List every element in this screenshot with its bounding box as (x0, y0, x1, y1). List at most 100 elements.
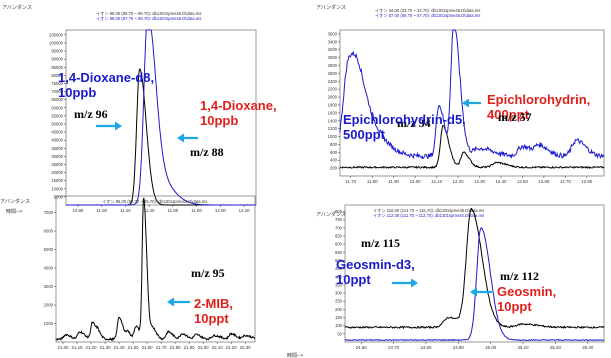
y-tick-label: 65000 (51, 97, 63, 102)
y-tick-label: 105000 (49, 32, 64, 37)
y-tick-label: 1400 (328, 118, 338, 123)
plot-frame (65, 29, 257, 206)
pointer-arrow-head (411, 278, 418, 288)
x-tick-label: 21.20 (86, 345, 98, 350)
y-tick-label: 70000 (51, 89, 63, 94)
y-tick-label: 20000 (51, 170, 63, 175)
y-tick-label: 15000 (51, 178, 63, 183)
y-tick-label: 500 (335, 258, 343, 263)
y-tick-label: 95000 (51, 49, 63, 54)
plot-frame (344, 204, 605, 343)
y-tick-label: 90000 (51, 57, 63, 62)
y-tick-label: 750 (335, 217, 343, 222)
x-tick-label: 12.30 (474, 179, 486, 184)
y-tick-label: 75000 (51, 81, 63, 86)
x-tick-label: 21.90 (184, 345, 196, 350)
y-tick-label: 2800 (328, 63, 338, 68)
plot-frame (339, 29, 605, 177)
x-tick-label: 11.40 (144, 208, 155, 213)
compound-label: 10ppt (497, 299, 532, 314)
ion-header-line: イオン 57.00 (56.70 ~ 57.70): db1301spme45.… (375, 13, 480, 18)
y-tick-label: 10000 (51, 186, 63, 191)
x-tick-label: 24.60 (356, 345, 368, 350)
y-tick-label: 650 (335, 233, 343, 238)
x-tick-label: 25.10 (518, 345, 530, 350)
y-tick-label: 55000 (51, 113, 63, 118)
y-tick-label: 450 (335, 266, 343, 271)
y-tick-label: 300 (335, 291, 343, 296)
compound-label: 10ppt (194, 311, 229, 326)
y-tick-label: 550 (335, 250, 343, 255)
mass-label: m/z 112 (500, 269, 539, 283)
x-tick-label: 21.70 (156, 345, 168, 350)
x-tick-label: 11.60 (168, 208, 179, 213)
y-tick-label: 60000 (51, 105, 63, 110)
x-tick-label: 22.00 (198, 345, 210, 350)
y-tick-label: 5000 (54, 194, 64, 199)
y-tick-label: 35000 (51, 146, 63, 151)
compound-label: 500ppt (343, 127, 386, 142)
x-tick-label: 24.80 (420, 345, 432, 350)
plot-frame (55, 195, 256, 343)
y-tick-label: 3000 (328, 55, 338, 60)
trace-1 (339, 124, 605, 170)
trace-1 (344, 207, 605, 330)
x-tick-label: 12.00 (410, 179, 422, 184)
y-tick-label: 50000 (51, 121, 63, 126)
mass-label: m/z 115 (361, 236, 400, 250)
time-label: 時間--> (287, 353, 303, 358)
x-tick-label: 21.30 (100, 345, 112, 350)
y-tick-label: 6000 (44, 229, 54, 234)
abundance-label: アバンダンス (2, 4, 32, 11)
x-tick-label: 12.00 (215, 208, 227, 213)
y-tick-label: 700 (335, 225, 343, 230)
ion-header-line: イオン 115.00 (114.70 ~ 115.70): db1301spme… (373, 208, 484, 213)
y-tick-label: 1000 (44, 321, 54, 326)
y-tick-label: 250 (335, 299, 343, 304)
x-tick-label: 12.20 (453, 179, 465, 184)
pointer-arrow-head (462, 98, 469, 108)
y-tick-label: 45000 (51, 130, 63, 135)
y-tick-label: 3000 (44, 284, 54, 289)
x-tick-label: 11.90 (388, 179, 399, 184)
y-tick-label: 1800 (328, 102, 338, 107)
y-tick-label: 50 (337, 331, 342, 336)
compound-label: 2-MIB, (194, 296, 233, 311)
x-tick-label: 25.00 (485, 345, 497, 350)
x-tick-label: 21.60 (142, 345, 154, 350)
y-tick-label: 350 (335, 282, 343, 287)
pointer-arrow-head (177, 133, 184, 143)
y-tick-label: 85000 (51, 65, 63, 70)
pointer-arrow-head (470, 287, 477, 297)
x-tick-label: 12.80 (581, 179, 593, 184)
x-tick-label: 24.70 (388, 345, 400, 350)
compound-label: Geosmin, (497, 284, 556, 299)
y-tick-label: 400 (335, 274, 343, 279)
y-tick-label: 30000 (51, 154, 63, 159)
ion-header-line: イオン 88.00 (87.70 ~ 88.70): db1301spme45.… (96, 16, 201, 21)
chromatogram-panel-2: アバンダンス イオン 34.00 (33.70 ~ 34.70): db1301s… (316, 4, 605, 184)
compound-label: 1,4-Dioxane, (200, 98, 277, 113)
mass-label: m/z 34 (397, 116, 431, 130)
x-tick-label: 25.30 (582, 345, 594, 350)
trace-1 (55, 197, 256, 342)
y-tick-label: 800 (335, 209, 343, 214)
y-tick-label: 1200 (328, 126, 338, 131)
time-label: 時間--> (6, 209, 22, 215)
x-tick-label: 22.30 (240, 345, 252, 350)
mass-label: m/z 57 (498, 110, 532, 124)
trace-2 (66, 29, 256, 206)
abundance-label: アバンダンス (316, 211, 346, 218)
x-tick-label: 21.00 (58, 345, 70, 350)
abundance-label: アバンダンス (316, 4, 346, 11)
y-tick-label: 2400 (328, 79, 338, 84)
y-tick-label: 800 (330, 142, 338, 147)
y-tick-label: 100000 (49, 40, 64, 45)
compound-label: 400ppt (487, 107, 530, 122)
compound-label: Epichlorohydrin, (487, 92, 590, 107)
y-tick-label: 2600 (328, 71, 338, 76)
x-tick-label: 12.40 (495, 179, 507, 184)
